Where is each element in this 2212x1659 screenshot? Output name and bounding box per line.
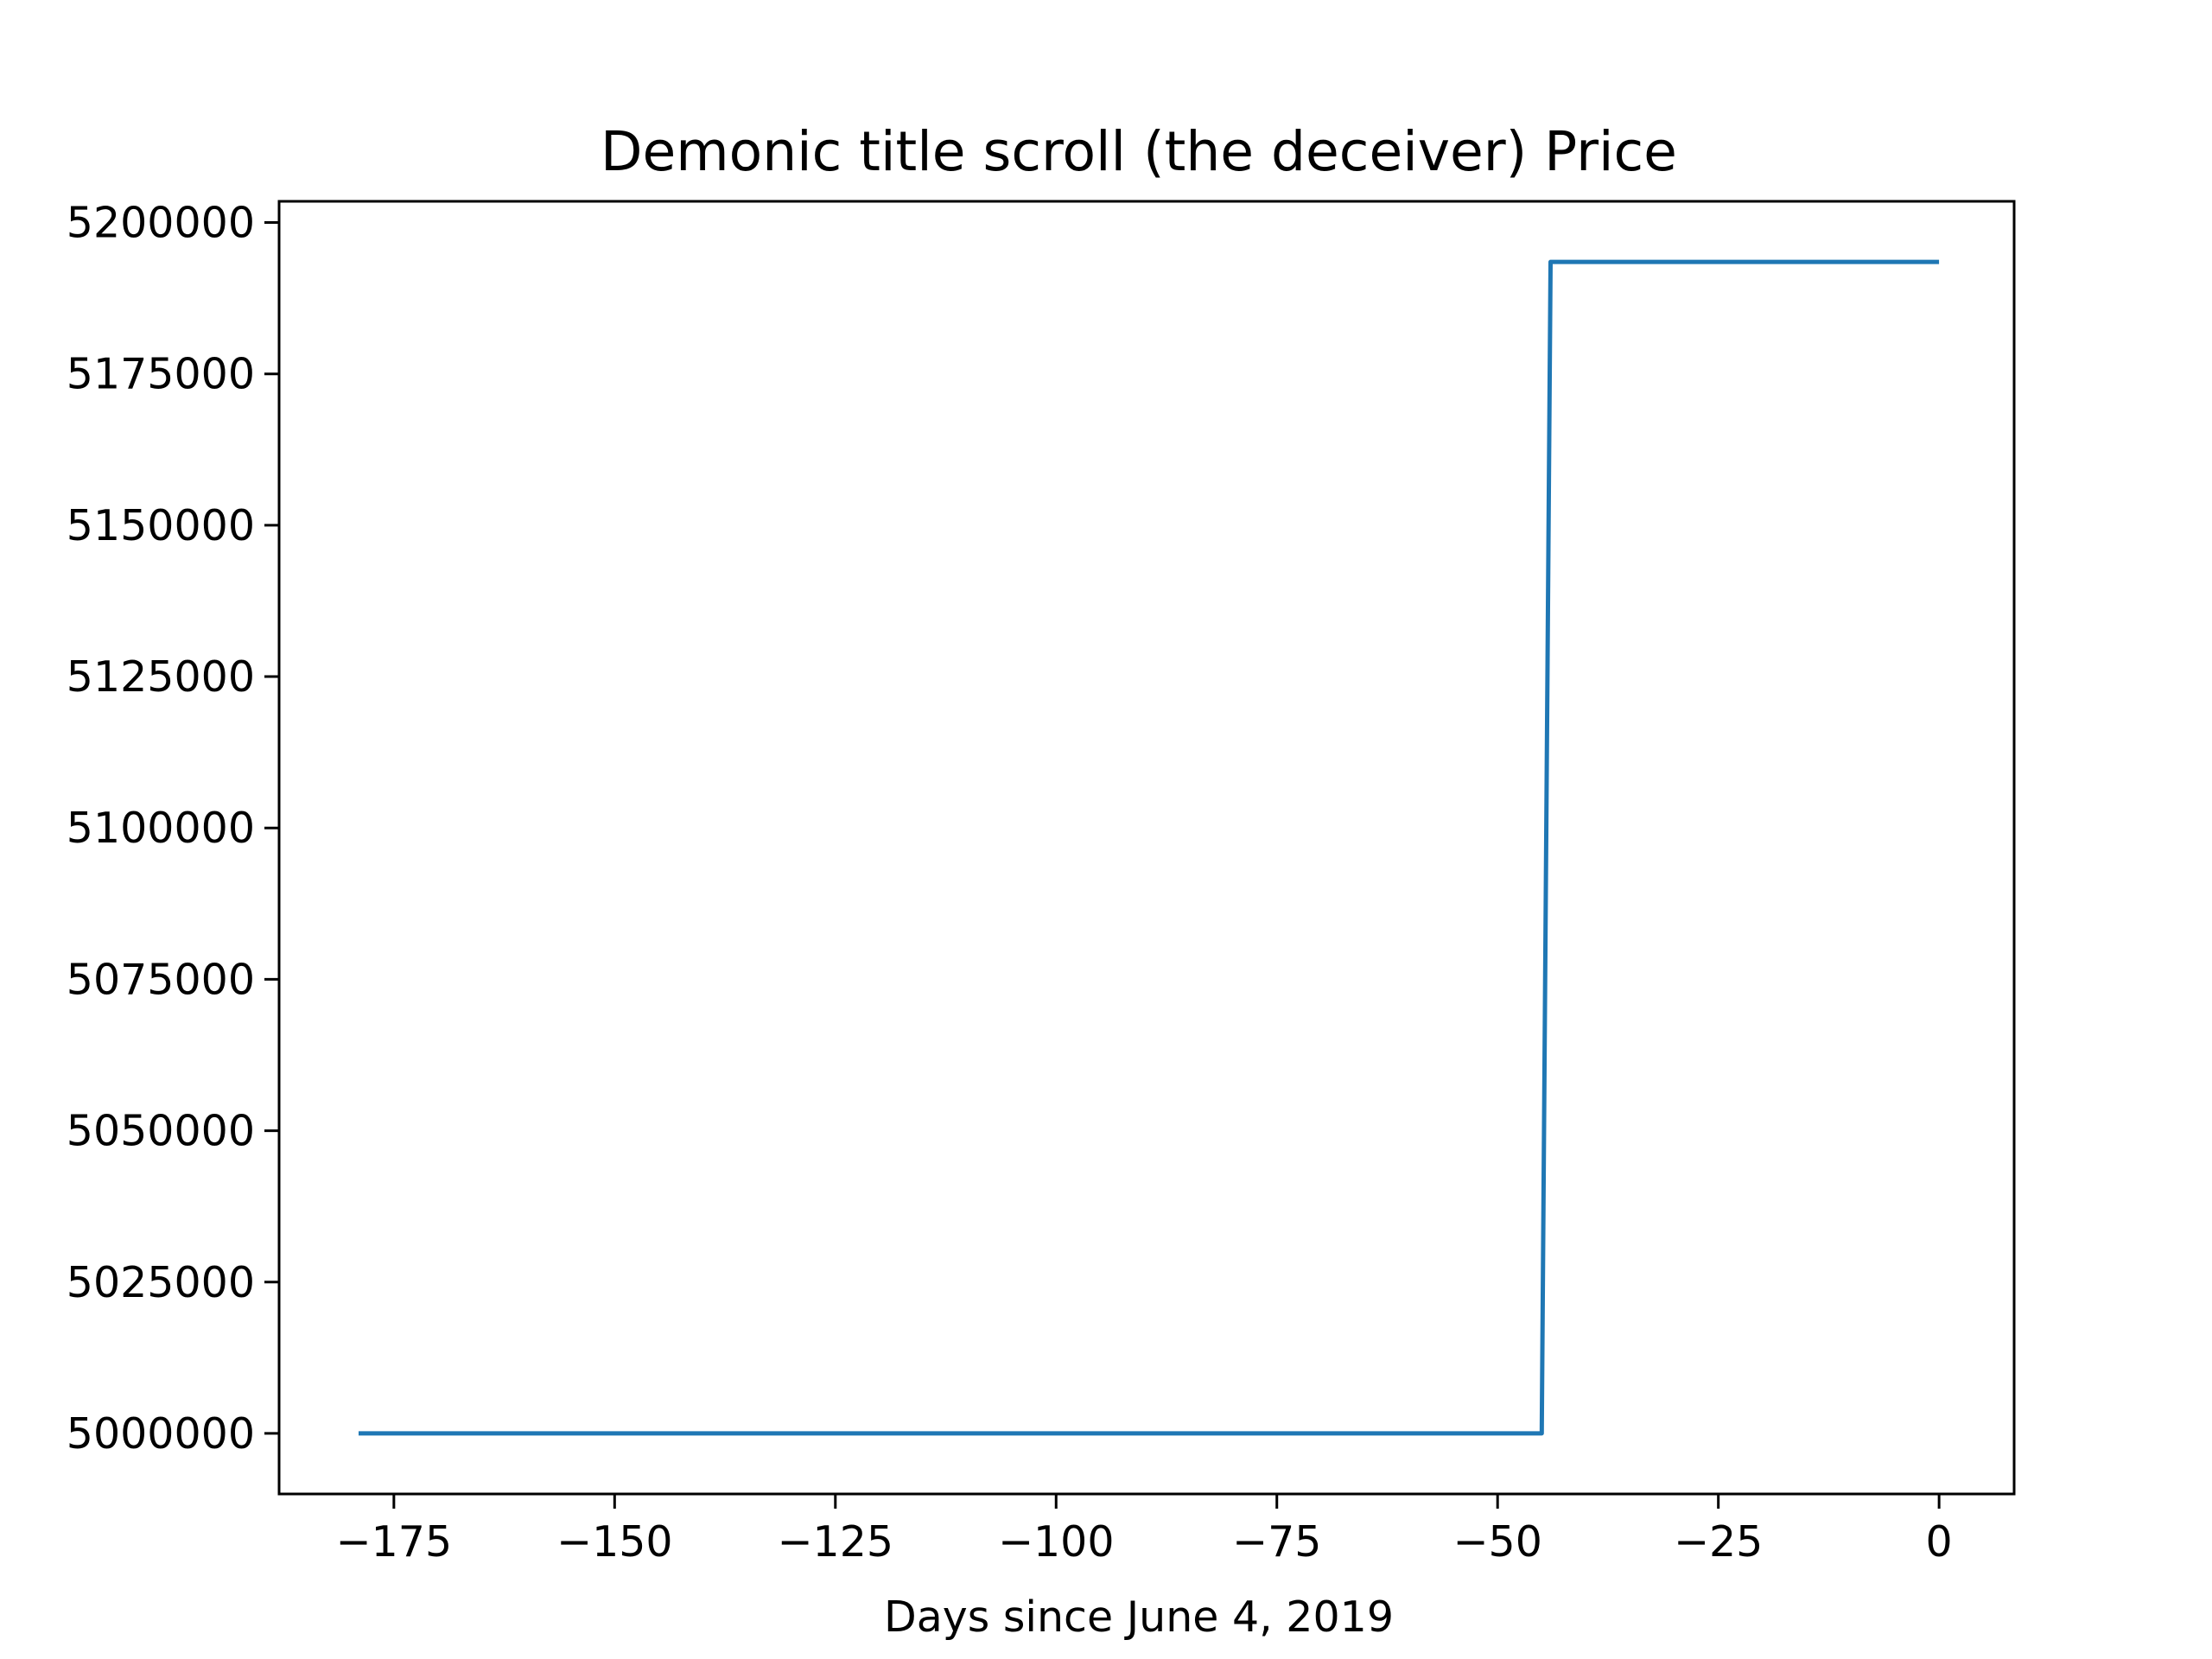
y-tick-label: 5050000	[67, 1107, 255, 1156]
y-axis-ticks: 5000000 5025000 5050000 5075000 5100000 51250…	[67, 199, 279, 1459]
x-tick-label: −25	[1674, 1517, 1763, 1567]
price-series-line	[359, 259, 1940, 1436]
x-tick-label: −100	[998, 1517, 1115, 1567]
x-tick-label: −150	[556, 1517, 673, 1567]
plot-frame	[277, 200, 2016, 1496]
x-tick-label: −125	[777, 1517, 893, 1567]
y-tick-label: 5100000	[67, 804, 255, 853]
y-tick-label: 5175000	[67, 350, 255, 399]
x-axis-ticks: −175 −150 −125 −100 −75 −50 −25 0	[336, 1494, 1953, 1567]
y-tick-label: 5000000	[67, 1409, 255, 1459]
series-layer	[359, 259, 1940, 1436]
y-tick-label: 5150000	[67, 501, 255, 550]
y-tick-label: 5200000	[67, 199, 255, 248]
y-tick-label: 5125000	[67, 652, 255, 702]
y-tick-label: 5075000	[67, 955, 255, 1004]
chart-title: Demonic title scroll (the deceiver) Pric…	[601, 120, 1677, 183]
x-tick-label: −75	[1232, 1517, 1321, 1567]
x-axis-label: Days since June 4, 2019	[884, 1592, 1394, 1642]
x-tick-label: −50	[1452, 1517, 1541, 1567]
y-tick-label: 5025000	[67, 1258, 255, 1307]
x-tick-label: −175	[336, 1517, 453, 1567]
x-tick-label: 0	[1926, 1517, 1953, 1567]
